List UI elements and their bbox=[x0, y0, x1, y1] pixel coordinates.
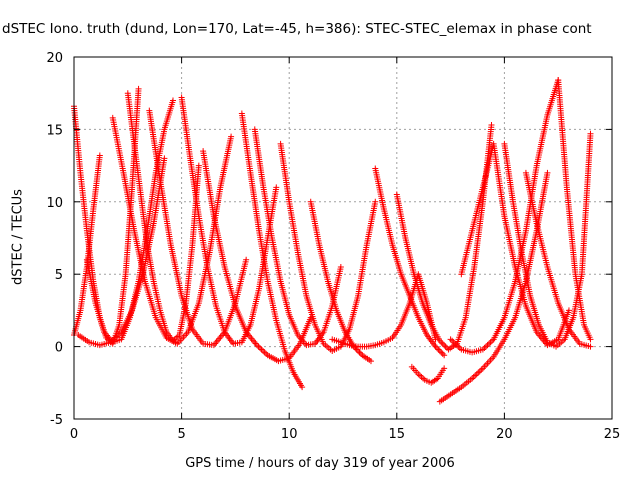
series-track bbox=[200, 148, 314, 365]
data-point bbox=[439, 340, 446, 347]
data-point bbox=[441, 342, 448, 349]
x-tick-label: 10 bbox=[281, 427, 298, 442]
data-point bbox=[488, 122, 495, 129]
grid-lines bbox=[74, 57, 612, 419]
data-points bbox=[71, 77, 594, 405]
data-point bbox=[258, 346, 265, 353]
series-track bbox=[522, 169, 594, 350]
series-track bbox=[75, 155, 168, 349]
series-track bbox=[408, 363, 448, 386]
data-point bbox=[478, 366, 485, 373]
data-point bbox=[438, 339, 445, 346]
data-point bbox=[436, 337, 443, 344]
data-point bbox=[472, 372, 479, 379]
data-point bbox=[436, 347, 443, 354]
y-tick-label: 15 bbox=[46, 123, 63, 138]
series-track bbox=[146, 107, 250, 349]
chart-title: dSTEC Iono. truth (dund, Lon=170, Lat=-4… bbox=[2, 21, 592, 37]
data-point bbox=[337, 263, 344, 270]
data-point bbox=[587, 336, 594, 343]
data-point bbox=[433, 345, 440, 352]
x-tick-label: 25 bbox=[604, 427, 621, 442]
series-track bbox=[238, 110, 306, 391]
data-point bbox=[449, 337, 456, 344]
data-point bbox=[587, 130, 594, 137]
series-track bbox=[501, 130, 594, 350]
data-point bbox=[228, 133, 235, 140]
series-track bbox=[393, 122, 495, 353]
data-point bbox=[544, 169, 551, 176]
data-point bbox=[432, 343, 439, 350]
x-tick-label: 0 bbox=[70, 427, 78, 442]
series-track bbox=[83, 97, 176, 346]
data-point bbox=[243, 256, 250, 263]
y-tick-label: -5 bbox=[50, 413, 63, 428]
data-point bbox=[372, 198, 379, 205]
data-point bbox=[476, 368, 483, 375]
x-tick-label: 20 bbox=[496, 427, 513, 442]
series-track bbox=[372, 165, 448, 359]
series-track bbox=[251, 126, 344, 349]
plot-frame bbox=[73, 56, 613, 420]
series-track bbox=[109, 114, 235, 347]
data-point bbox=[256, 345, 263, 352]
data-point bbox=[367, 358, 374, 365]
data-point bbox=[353, 346, 360, 353]
y-tick-label: 0 bbox=[55, 341, 63, 356]
x-tick-label: 5 bbox=[177, 427, 185, 442]
series-track bbox=[555, 77, 594, 343]
data-point bbox=[96, 152, 103, 159]
data-point bbox=[161, 155, 168, 162]
data-point bbox=[261, 349, 268, 356]
series-track bbox=[124, 90, 202, 344]
data-point bbox=[299, 384, 306, 391]
data-point bbox=[273, 184, 280, 191]
data-point bbox=[473, 371, 480, 378]
data-point bbox=[439, 350, 446, 357]
series-track bbox=[458, 140, 572, 349]
data-point bbox=[565, 307, 572, 314]
data-point bbox=[255, 343, 262, 350]
series-track bbox=[277, 140, 379, 354]
data-point bbox=[441, 352, 448, 359]
data-point bbox=[442, 343, 449, 350]
data-point bbox=[169, 97, 176, 104]
data-point bbox=[438, 349, 445, 356]
x-axis-label: GPS time / hours of day 319 of year 2006 bbox=[185, 456, 455, 471]
data-point bbox=[195, 162, 202, 169]
data-point bbox=[356, 349, 363, 356]
y-tick-label: 5 bbox=[55, 268, 63, 283]
data-point bbox=[260, 347, 267, 354]
data-point bbox=[435, 346, 442, 353]
data-point bbox=[470, 374, 477, 381]
data-point bbox=[482, 343, 489, 350]
data-point bbox=[487, 339, 494, 346]
data-point bbox=[135, 85, 142, 92]
series-track bbox=[71, 152, 103, 339]
x-tick-label: 15 bbox=[389, 427, 406, 442]
data-point bbox=[587, 343, 594, 350]
axis-ticks: 0 5 10 15 20 25 -5 0 5 10 15 20 bbox=[46, 51, 620, 442]
data-point bbox=[486, 340, 493, 347]
data-point bbox=[441, 365, 448, 372]
data-point bbox=[484, 342, 491, 349]
data-point bbox=[447, 336, 454, 343]
data-point bbox=[475, 369, 482, 376]
y-tick-label: 10 bbox=[46, 196, 63, 211]
data-point bbox=[357, 350, 364, 357]
y-axis-label: dSTEC / TECUs bbox=[10, 189, 26, 285]
y-tick-label: 20 bbox=[46, 51, 63, 66]
